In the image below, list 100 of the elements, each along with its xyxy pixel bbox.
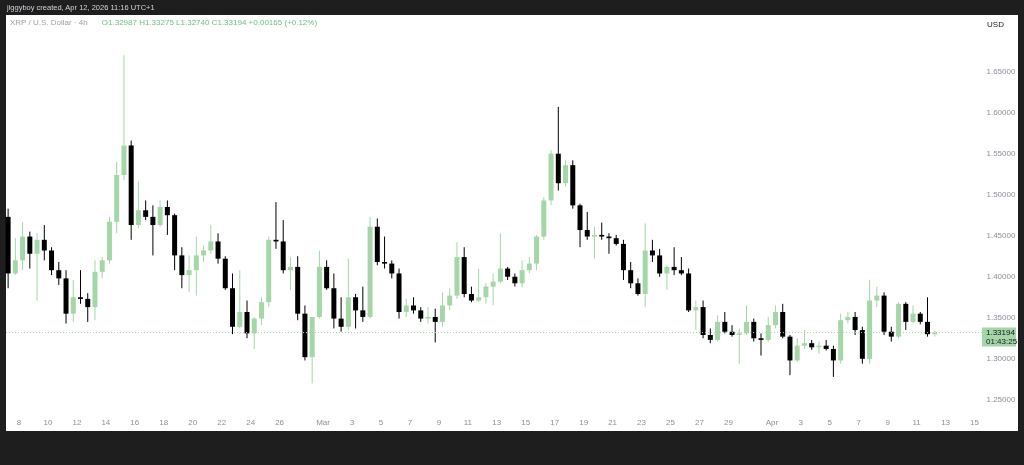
candlestick <box>338 296 344 333</box>
candlestick <box>722 311 728 334</box>
x-tick-label: 10 <box>43 418 53 427</box>
candlestick <box>671 246 677 276</box>
candlestick <box>693 300 699 331</box>
candlestick <box>208 224 214 255</box>
x-tick-label: 7 <box>407 418 413 427</box>
candlestick <box>678 256 684 276</box>
candlestick <box>27 231 33 270</box>
candlestick <box>353 293 359 329</box>
candlestick <box>649 239 655 263</box>
x-tick-label: 23 <box>637 418 647 427</box>
candlestick <box>794 337 800 363</box>
chart-title: XRP / U.S. Dollar · 4h <box>10 18 88 27</box>
candlestick <box>772 304 778 329</box>
candlestick <box>903 301 909 331</box>
x-tick-label: 21 <box>608 418 618 427</box>
candlestick <box>447 287 453 311</box>
candlestick <box>758 332 764 357</box>
candlestick <box>150 204 156 256</box>
candlestick <box>85 292 91 323</box>
candlestick <box>179 246 185 289</box>
candlestick <box>34 232 40 302</box>
candlestick <box>193 236 199 297</box>
x-tick-label: 3 <box>349 418 355 427</box>
candlestick <box>389 259 395 279</box>
x-tick-label: 18 <box>159 418 169 427</box>
x-tick-label: 9 <box>436 418 442 427</box>
candlestick <box>497 232 503 284</box>
y-tick-label: 1.60000 <box>986 108 1016 118</box>
candlestick <box>425 306 431 325</box>
candlestick <box>483 282 489 305</box>
candlestick <box>287 256 293 291</box>
y-tick-label: 1.45000 <box>986 231 1016 241</box>
candlestick <box>237 269 243 329</box>
x-tick-label: 8 <box>16 418 22 427</box>
ref-line-label: 1.33194 <box>986 327 1016 337</box>
candlestick <box>519 259 525 288</box>
candlestick <box>186 254 192 293</box>
candlestick <box>592 226 597 260</box>
x-tick-label: 11 <box>912 418 922 427</box>
candlestick <box>215 232 221 265</box>
x-tick-label: 29 <box>723 418 734 427</box>
annotation: 01:43:25 <box>986 336 1018 346</box>
x-tick-label: 15 <box>521 418 531 427</box>
candlestick <box>41 224 47 261</box>
candlestick <box>664 264 670 291</box>
x-tick-label: 13 <box>492 418 502 427</box>
candlestick <box>135 181 141 229</box>
candlestick <box>258 296 264 326</box>
x-tick-label: 22 <box>217 418 227 427</box>
candlestick <box>925 296 931 338</box>
candlestick <box>432 308 438 343</box>
candlestick <box>403 298 409 318</box>
x-tick-label: 19 <box>579 418 589 427</box>
candlestick <box>70 279 76 323</box>
x-tick-label: Apr <box>765 418 779 427</box>
x-tick-label: 15 <box>970 418 980 427</box>
x-tick-label: 3 <box>798 418 804 427</box>
y-tick-label: 1.35000 <box>986 313 1016 323</box>
candlestick <box>490 272 496 306</box>
candlestick <box>324 259 330 291</box>
x-tick-label: 13 <box>941 418 951 427</box>
x-tick-label: 24 <box>246 418 256 427</box>
candlestick <box>382 236 388 270</box>
chart-subtitle: O1.32987 H1.33275 L1.32740 C1.33194 +0.00165 (+0.12%) <box>101 18 318 27</box>
candlestick <box>830 345 836 378</box>
y-tick-label: 1.65000 <box>986 67 1016 77</box>
candlestick <box>476 268 482 303</box>
x-tick-label: 9 <box>885 418 891 427</box>
x-tick-label: 14 <box>101 418 111 427</box>
candlestick <box>852 311 858 336</box>
x-tick-label: 27 <box>695 418 705 427</box>
x-tick-label: 25 <box>666 418 676 427</box>
candlestick <box>49 246 55 276</box>
candlestick <box>845 311 851 325</box>
candlestick <box>56 261 62 286</box>
x-tick-label: 26 <box>275 418 285 427</box>
x-tick-label: 5 <box>378 418 384 427</box>
candlestick <box>20 221 26 271</box>
x-tick-label: 20 <box>188 418 198 427</box>
candlestick <box>164 199 170 236</box>
candlestick <box>657 248 663 278</box>
x-tick-label: 17 <box>550 418 560 427</box>
y-tick-label: 1.55000 <box>986 149 1016 159</box>
y-axis-title: USD <box>987 19 1005 29</box>
candlestick <box>787 334 793 376</box>
x-tick-label: 16 <box>130 418 140 427</box>
candlestick <box>157 199 163 228</box>
candlestick <box>628 261 634 289</box>
candlestick <box>584 211 590 241</box>
x-tick-label: 12 <box>72 418 82 427</box>
candlestick <box>99 256 105 279</box>
x-tick-label: 7 <box>856 418 862 427</box>
x-tick-label: 11 <box>463 418 473 427</box>
candlestick <box>910 304 916 325</box>
candlestick <box>874 286 880 308</box>
x-tick-label: Mar <box>316 418 331 427</box>
candlestick <box>360 286 366 323</box>
y-tick-label: 1.40000 <box>986 272 1016 282</box>
